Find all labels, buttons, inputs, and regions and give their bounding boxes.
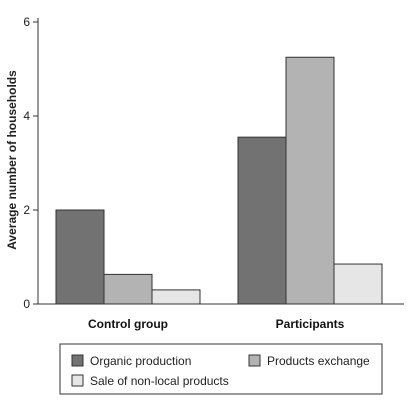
legend: Organic production Products exchange Sale … bbox=[71, 354, 370, 388]
y-tick-label: 2 bbox=[23, 203, 30, 217]
bar bbox=[285, 56, 335, 305]
category-label: Control group bbox=[88, 317, 168, 331]
legend-label: Organic production bbox=[90, 354, 191, 368]
y-ticks: 0 2 4 6 bbox=[23, 15, 38, 311]
category-label: Participants bbox=[276, 317, 345, 331]
y-axis-label: Average number of households bbox=[5, 70, 19, 250]
bars bbox=[55, 56, 383, 305]
bar bbox=[333, 263, 383, 305]
y-tick-label: 4 bbox=[23, 109, 30, 123]
bar bbox=[151, 289, 201, 305]
legend-swatch bbox=[248, 354, 261, 367]
y-tick-label: 0 bbox=[23, 297, 30, 311]
bar bbox=[237, 136, 287, 305]
legend-swatch bbox=[71, 354, 84, 367]
category-labels: Control group Participants bbox=[88, 317, 345, 331]
legend-box bbox=[59, 343, 383, 395]
bar bbox=[55, 209, 105, 305]
bar bbox=[103, 273, 153, 305]
legend-swatch bbox=[71, 374, 84, 387]
y-tick-label: 6 bbox=[23, 15, 30, 29]
legend-label: Sale of non-local products bbox=[90, 374, 229, 388]
legend-label: Products exchange bbox=[267, 354, 370, 368]
